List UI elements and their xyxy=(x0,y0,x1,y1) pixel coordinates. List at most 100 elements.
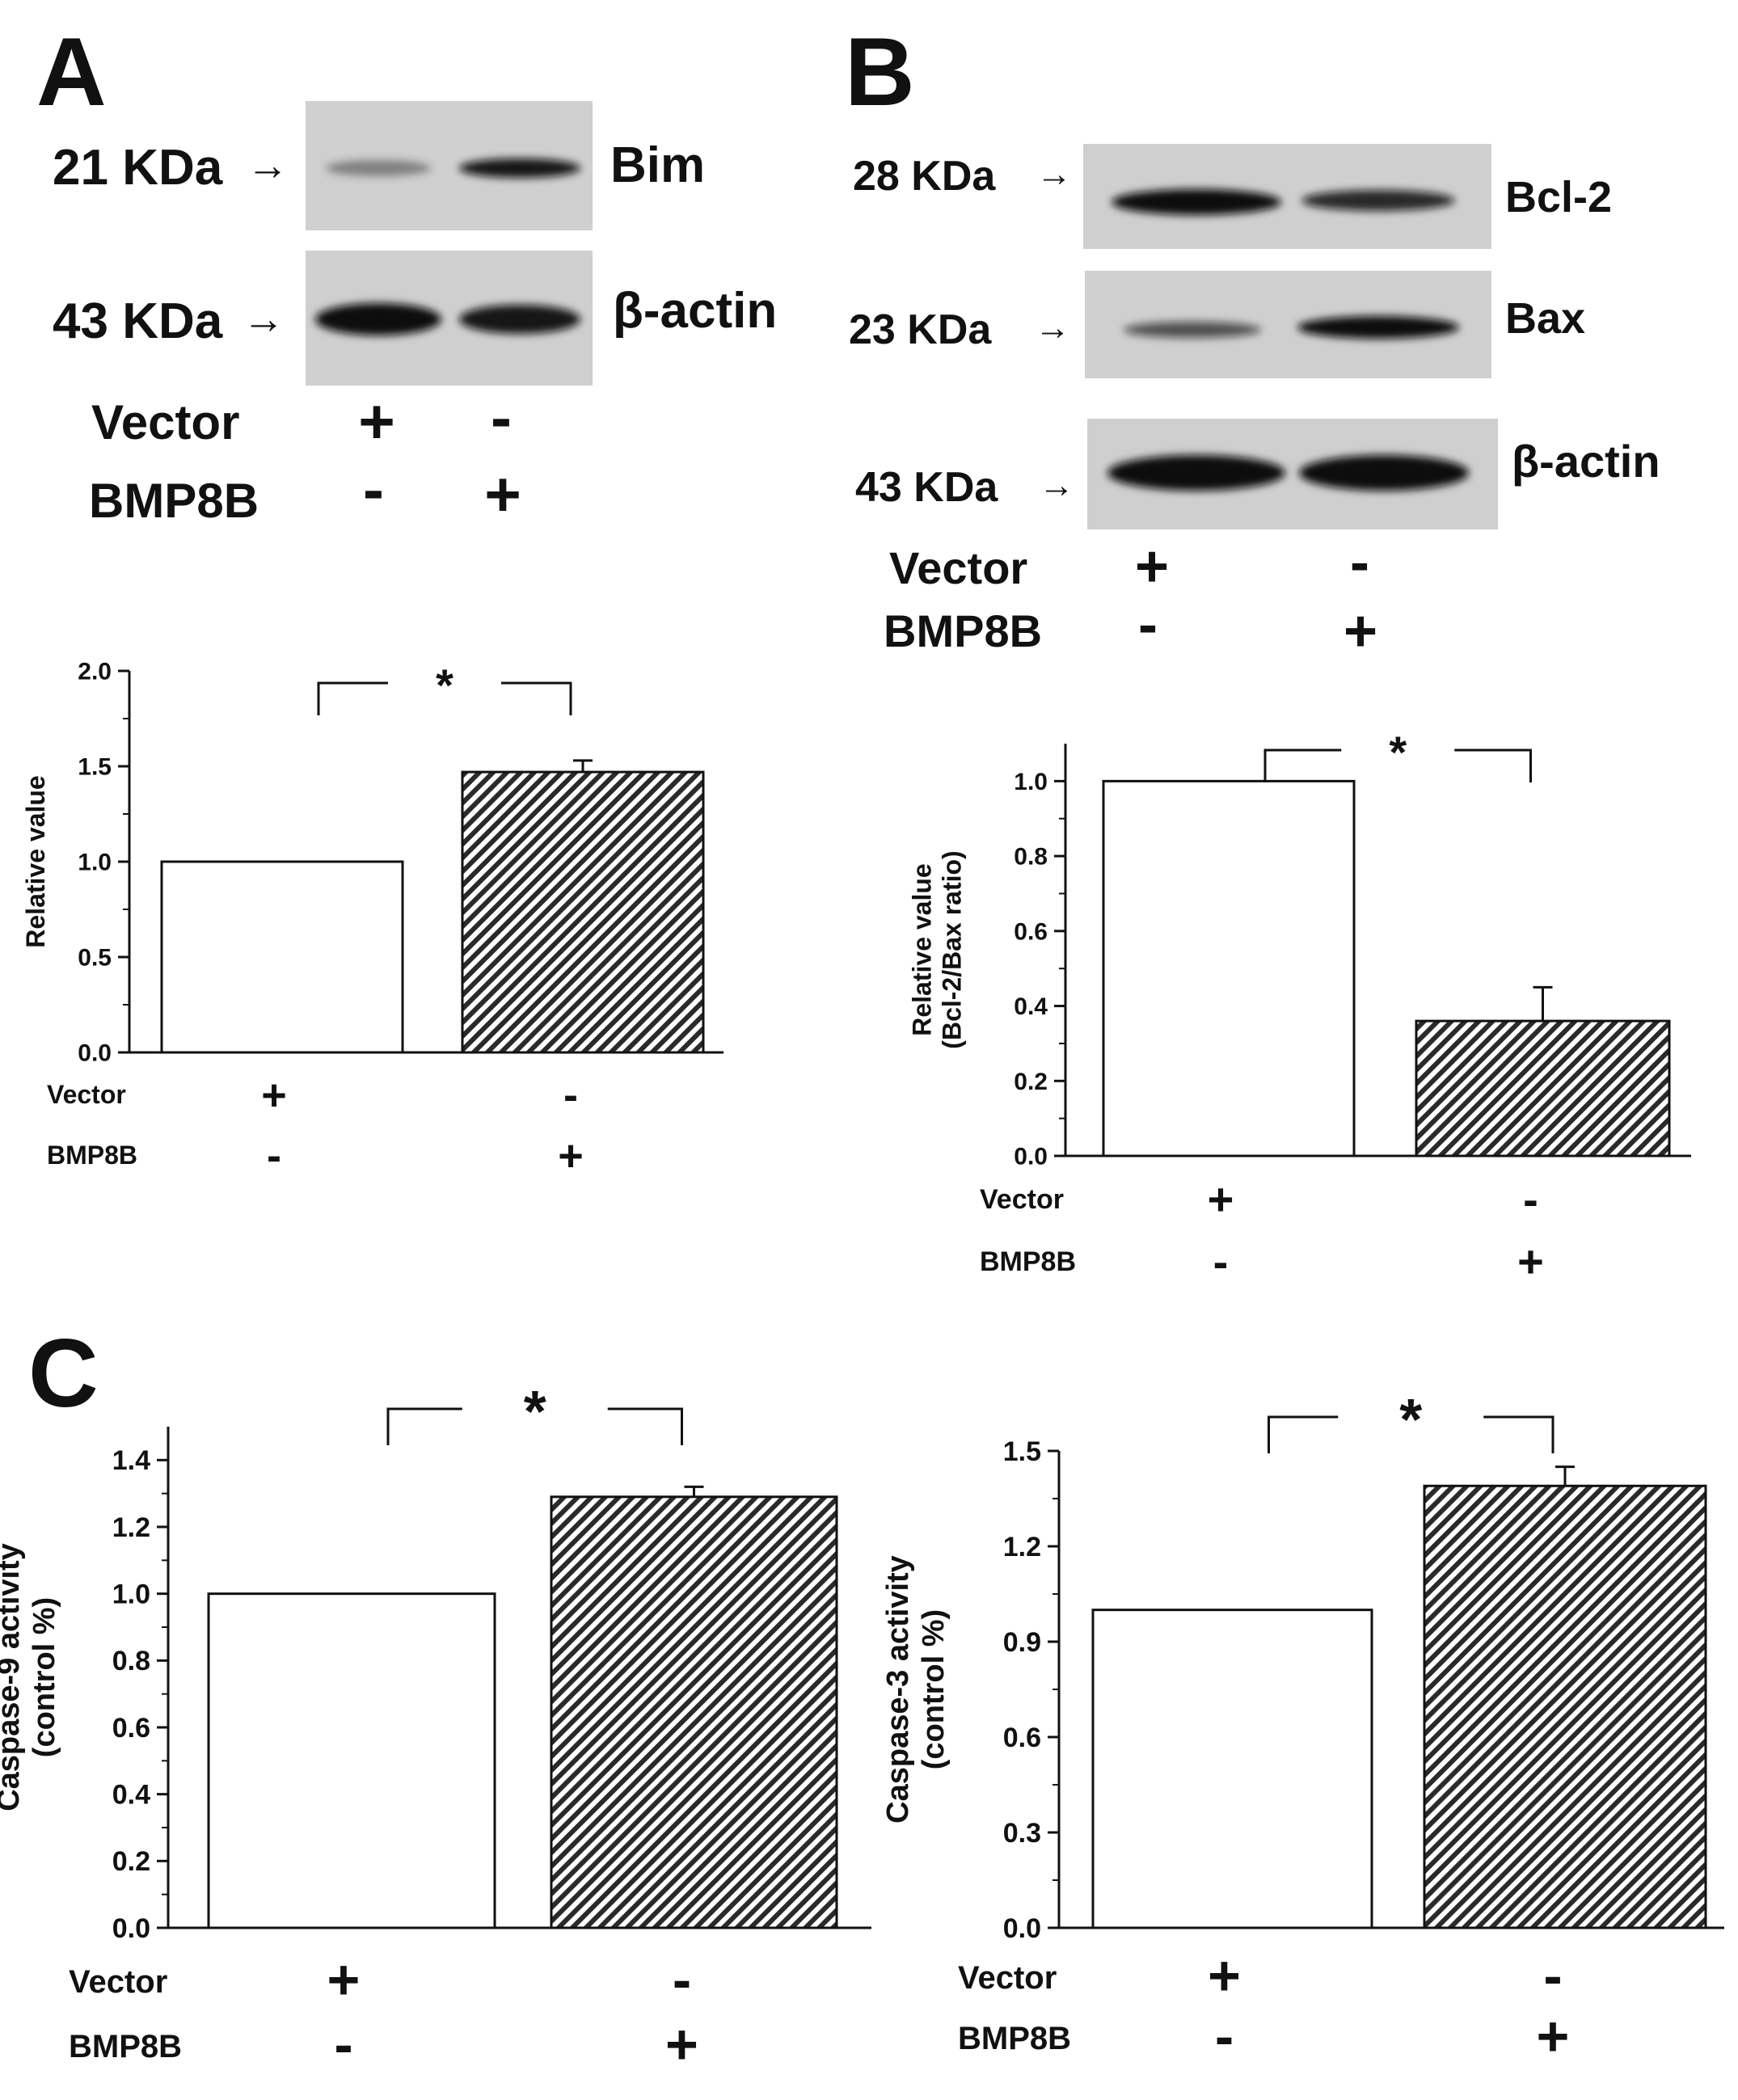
bar-vector xyxy=(160,860,404,1054)
y-tick-label: 0.0 xyxy=(1003,1913,1041,1944)
sign: - xyxy=(1350,530,1369,595)
y-tick-label: 1.2 xyxy=(112,1512,150,1543)
chart-c-caspase9: 0.0 0.2 0.4 0.6 0.8 1.0 1.2 1.4 Caspase-9 activi… xyxy=(0,1380,871,2076)
y-axis-label: Caspase-9 activity xyxy=(0,1543,26,1811)
blot-b-treatment: Vector BMP8B + - - + xyxy=(884,530,1377,664)
blot-a-treatment: Vector BMP8B + - - + xyxy=(89,382,521,529)
arrow-icon: → xyxy=(243,296,285,343)
bar-vector xyxy=(207,1592,496,1929)
significance-bracket xyxy=(1268,1415,1339,1453)
treatment-sign: - xyxy=(673,1948,691,2011)
sign: - xyxy=(1138,592,1158,657)
blot-band xyxy=(1112,189,1281,215)
y-tick-label: 0.0 xyxy=(112,1913,150,1944)
treatment-sign: - xyxy=(267,1132,281,1180)
y-tick-label: 0.6 xyxy=(1014,918,1048,945)
blot-band xyxy=(1107,455,1285,491)
significance-star: * xyxy=(524,1380,546,1444)
y-tick-label: 1.2 xyxy=(1003,1532,1041,1562)
panel-letter-a: A xyxy=(36,18,107,126)
bar-vector xyxy=(1091,1609,1373,1929)
blot-b-bax: 23 KDa → Bax xyxy=(849,271,1585,378)
arrow-icon: → xyxy=(1039,466,1074,505)
significance-star: * xyxy=(1399,1388,1422,1453)
y-axis-label: (control %) xyxy=(917,1609,951,1769)
significance-star: * xyxy=(436,660,453,711)
y-tick-label: 1.5 xyxy=(1003,1436,1041,1467)
blot-band xyxy=(459,158,580,178)
significance-bracket xyxy=(607,1407,683,1445)
significance-bracket xyxy=(501,681,572,715)
sign: - xyxy=(363,453,384,525)
treatment-row-label: Vector xyxy=(47,1080,126,1109)
treatment-sign: - xyxy=(1543,1944,1562,2007)
significance-bracket xyxy=(317,681,388,715)
chart-b-bcl2-bax: 0.0 0.2 0.4 0.6 0.8 1.0 Relative value (Bcl-2/B… xyxy=(908,727,1691,1287)
treatment-sign: + xyxy=(1208,1174,1234,1225)
treatment-sign: + xyxy=(1208,1944,1241,2007)
y-tick-label: 0.0 xyxy=(78,1040,112,1067)
y-tick-label: 0.4 xyxy=(1014,993,1048,1020)
significance-bracket xyxy=(1263,748,1342,782)
arrow-icon: → xyxy=(1035,308,1070,348)
blot-size-label: 43 KDa xyxy=(855,464,998,511)
bar-bmp8b xyxy=(461,770,705,1054)
treatment-sign: + xyxy=(665,2013,698,2076)
arrow-icon: → xyxy=(247,142,289,189)
blot-band xyxy=(315,303,441,335)
blot-protein-label: β-actin xyxy=(1512,436,1660,487)
y-tick-label: 0.6 xyxy=(112,1713,150,1744)
vector-label: Vector xyxy=(889,542,1027,593)
sign: + xyxy=(358,386,395,457)
y-tick-label: 1.0 xyxy=(78,850,112,876)
significance-star: * xyxy=(1389,727,1407,778)
treatment-row-label: BMP8B xyxy=(47,1141,137,1170)
treatment-row-label: Vector xyxy=(980,1184,1064,1215)
blot-band xyxy=(326,160,431,176)
y-tick-label: 1.0 xyxy=(1014,769,1048,795)
y-tick-label: 0.6 xyxy=(1003,1723,1041,1753)
blot-b-actin: 43 KDa → β-actin xyxy=(855,419,1660,529)
sign: + xyxy=(1135,534,1169,599)
y-tick-label: 0.8 xyxy=(1014,844,1048,871)
significance-bracket xyxy=(386,1407,462,1445)
y-tick-label: 0.9 xyxy=(1003,1627,1041,1658)
blot-band xyxy=(1301,190,1455,211)
y-tick-label: 0.2 xyxy=(1014,1069,1048,1095)
sign: + xyxy=(484,458,521,529)
blot-size-label: 28 KDa xyxy=(853,153,996,200)
blot-a-actin: 43 KDa → β-actin xyxy=(53,251,777,386)
y-tick-label: 0.4 xyxy=(112,1780,150,1811)
significance-bracket xyxy=(1483,1415,1554,1453)
y-tick-label: 1.4 xyxy=(112,1445,150,1476)
treatment-sign: - xyxy=(563,1071,578,1120)
blot-size-label: 23 KDa xyxy=(849,306,992,353)
treatment-row-label: BMP8B xyxy=(69,2029,182,2064)
blot-size-label: 43 KDa xyxy=(53,293,223,349)
blot-protein-label: Bim xyxy=(610,137,705,193)
panel-letter-b: B xyxy=(845,18,915,126)
y-tick-label: 0.3 xyxy=(1003,1818,1041,1849)
blot-band xyxy=(1297,316,1459,339)
blot-b-bcl2: 28 KDa → Bcl-2 xyxy=(853,144,1612,249)
sign: + xyxy=(1344,599,1377,664)
y-tick-label: 0.8 xyxy=(112,1646,150,1676)
y-tick-label: 2.0 xyxy=(78,659,112,685)
treatment-sign: - xyxy=(1215,2005,1234,2068)
treatment-row-label: BMP8B xyxy=(980,1246,1076,1277)
y-axis-label: (control %) xyxy=(27,1597,61,1757)
y-axis-label: Relative value xyxy=(21,775,50,947)
blot-protein-label: β-actin xyxy=(613,283,777,339)
bar-bmp8b xyxy=(1423,1484,1707,1929)
treatment-sign: - xyxy=(1523,1174,1538,1225)
blot-protein-label: Bcl-2 xyxy=(1505,173,1612,221)
bmp-label: BMP8B xyxy=(89,474,259,528)
y-tick-label: 0.5 xyxy=(78,945,112,972)
bmp-label: BMP8B xyxy=(884,605,1042,656)
vector-label: Vector xyxy=(91,395,239,449)
y-tick-label: 1.0 xyxy=(112,1579,150,1610)
blot-band xyxy=(459,305,580,334)
treatment-sign: - xyxy=(1213,1236,1229,1287)
y-tick-label: 0.2 xyxy=(112,1846,150,1877)
